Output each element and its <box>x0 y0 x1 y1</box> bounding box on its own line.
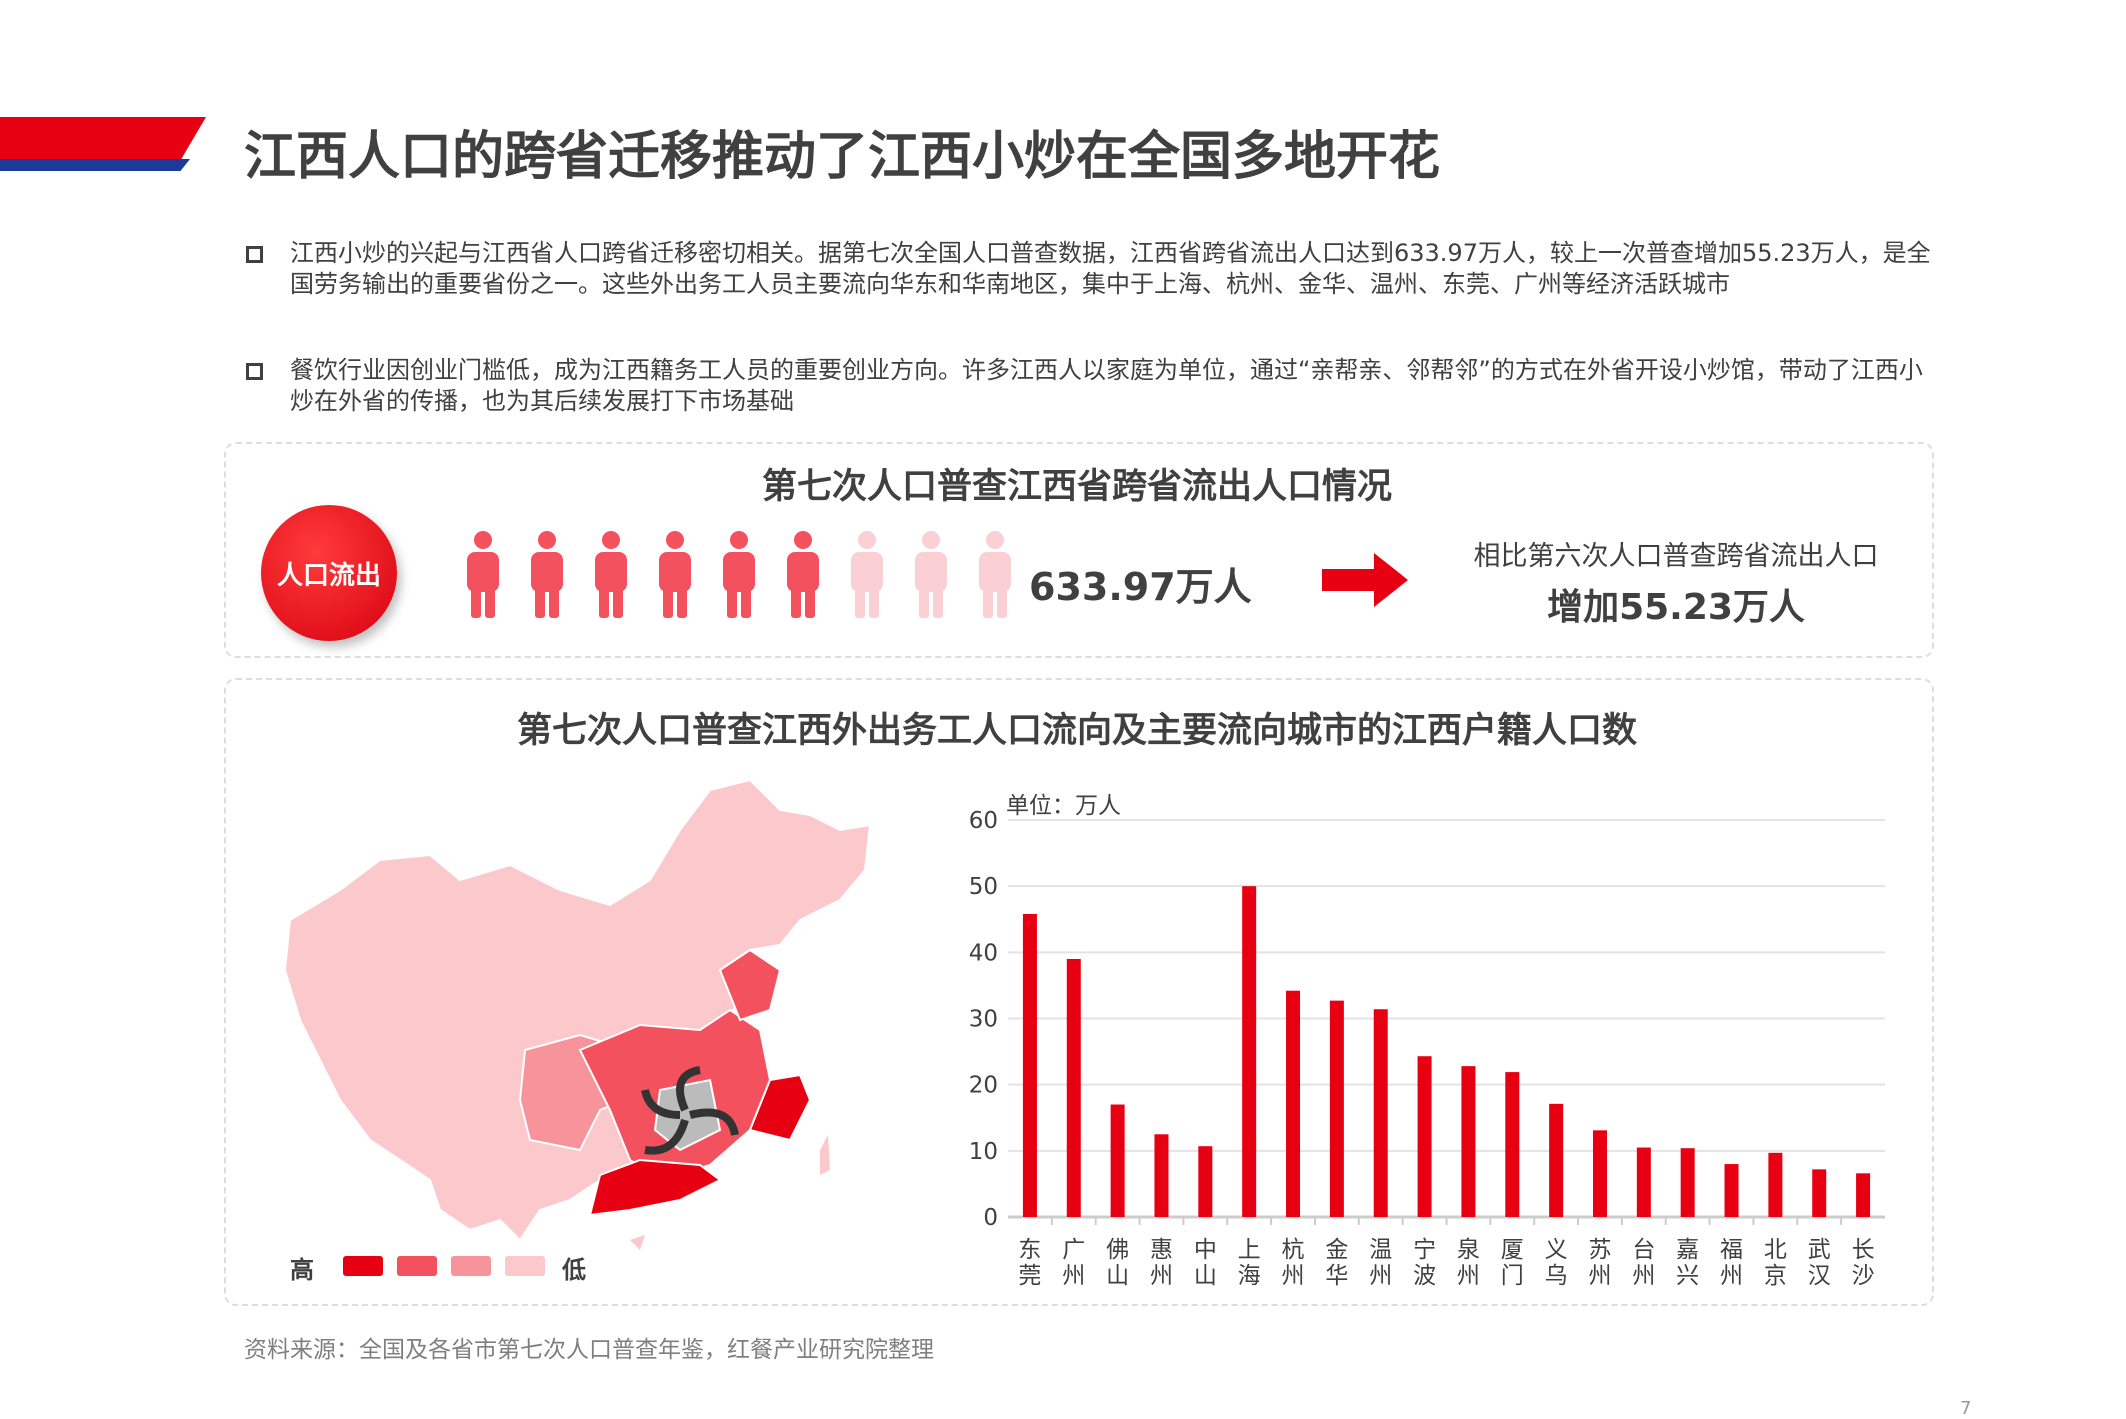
map-region-light <box>283 778 872 1242</box>
x-tick-label: 宁波 <box>1413 1237 1436 1289</box>
bullet-2: 餐饮行业因创业门槛低，成为江西籍务工人员的重要创业方向。许多江西人以家庭为单位，… <box>244 355 1944 417</box>
compare-label: 相比第六次人口普查跨省流出人口 <box>1473 541 1879 572</box>
outflow-title: 第七次人口普查江西省跨省流出人口情况 <box>761 467 1393 507</box>
y-tick-label: 20 <box>969 1073 998 1099</box>
person-icon <box>719 530 759 620</box>
bar <box>1856 1173 1871 1217</box>
legend-swatch <box>505 1256 545 1276</box>
map-region-shandong <box>718 948 782 1022</box>
x-tick-label: 广州 <box>1062 1237 1085 1289</box>
bullet-square-icon <box>246 363 263 380</box>
person-icon <box>847 530 887 620</box>
bar <box>1680 1148 1695 1217</box>
x-tick-label: 上海 <box>1238 1237 1261 1289</box>
x-tick-label: 东莞 <box>1018 1237 1041 1289</box>
legend-swatch <box>451 1256 491 1276</box>
bullet-1: 江西小炒的兴起与江西省人口跨省迁移密切相关。据第七次全国人口普查数据，江西省跨省… <box>244 238 1944 300</box>
header-banner-blue <box>0 159 190 171</box>
y-tick-label: 40 <box>969 940 998 966</box>
china-map <box>283 778 872 1250</box>
destination-title: 第七次人口普查江西外出务工人口流向及主要流向城市的江西户籍人口数 <box>516 711 1638 751</box>
bar <box>1286 990 1301 1217</box>
x-tick-label: 北京 <box>1764 1237 1787 1289</box>
legend-high-label: 高 <box>290 1256 314 1284</box>
map-region-taiwan <box>820 1135 830 1175</box>
person-icon <box>591 530 631 620</box>
person-icon <box>911 530 951 620</box>
bullet-square-icon <box>246 246 263 263</box>
map-region-hainan <box>630 1235 645 1250</box>
x-tick-label: 福州 <box>1720 1237 1743 1289</box>
x-tick-label: 长沙 <box>1852 1237 1875 1289</box>
source-note: 资料来源：全国及各省市第七次人口普查年鉴，红餐产业研究院整理 <box>244 1337 934 1363</box>
y-tick-label: 30 <box>969 1007 998 1033</box>
legend-low-label: 低 <box>562 1256 586 1284</box>
bar <box>1110 1104 1125 1217</box>
bar <box>1505 1072 1520 1217</box>
destination-panel <box>224 678 1934 1306</box>
bar <box>1242 886 1257 1217</box>
header-banner-red <box>0 117 206 159</box>
x-tick-label: 厦门 <box>1501 1237 1524 1289</box>
x-tick-label: 武汉 <box>1808 1237 1831 1289</box>
y-tick-label: 0 <box>983 1205 998 1231</box>
bar <box>1636 1147 1651 1217</box>
bar <box>1768 1152 1783 1217</box>
bar <box>1461 1066 1476 1217</box>
bullet-text: 江西小炒的兴起与江西省人口跨省迁移密切相关。据第七次全国人口普查数据，江西省跨省… <box>290 239 1931 298</box>
outflow-panel <box>224 442 1934 658</box>
x-tick-label: 温州 <box>1369 1237 1392 1289</box>
bar <box>1022 913 1037 1217</box>
person-icon <box>655 530 695 620</box>
arrow-right-icon <box>1322 553 1408 607</box>
bar <box>1812 1169 1827 1217</box>
bullet-text: 餐饮行业因创业门槛低，成为江西籍务工人员的重要创业方向。许多江西人以家庭为单位，… <box>290 356 1923 415</box>
person-icon <box>975 530 1015 620</box>
chart-unit-label: 单位：万人 <box>1006 793 1121 819</box>
outflow-badge: 人口流出 <box>261 505 397 641</box>
bar-chart: 0 10 20 30 40 50 60 东莞广州佛山惠州中山上海杭州金华温州宁波泉州厦门义乌苏… <box>969 808 1885 1289</box>
migration-arrows-icon <box>641 1066 739 1155</box>
x-tick-label: 金华 <box>1325 1237 1348 1289</box>
page-title: 江西人口的跨省迁移推动了江西小炒在全国多地开花 <box>244 127 1441 187</box>
x-tick-label: 苏州 <box>1588 1237 1611 1289</box>
x-tick-label: 杭州 <box>1282 1237 1305 1289</box>
x-tick-label: 惠州 <box>1150 1237 1173 1289</box>
y-tick-label: 60 <box>969 808 998 834</box>
map-region-guangdong <box>588 1158 722 1217</box>
bar <box>1417 1056 1432 1217</box>
y-tick-label: 50 <box>969 874 998 900</box>
person-icon <box>783 530 823 620</box>
outflow-value: 633.97万人 <box>1029 565 1252 609</box>
y-tick-label: 10 <box>969 1139 998 1165</box>
legend-swatch <box>397 1256 437 1276</box>
bar <box>1154 1134 1169 1217</box>
map-region-jiangxi <box>653 1078 722 1152</box>
page-number: 7 <box>1960 1398 1972 1419</box>
bar <box>1549 1103 1564 1217</box>
compare-value: 增加55.23万人 <box>1547 587 1805 628</box>
map-region-zhejiang-fujian <box>748 1073 812 1142</box>
bar <box>1724 1164 1739 1217</box>
bar <box>1198 1146 1213 1217</box>
bar <box>1066 958 1081 1217</box>
legend-swatch <box>343 1256 383 1276</box>
x-tick-label: 台州 <box>1632 1237 1655 1289</box>
x-tick-label: 佛山 <box>1106 1237 1129 1289</box>
person-icon <box>527 530 567 620</box>
bar <box>1329 1000 1344 1217</box>
x-tick-label: 义乌 <box>1545 1237 1568 1289</box>
x-tick-label: 中山 <box>1194 1237 1217 1289</box>
outflow-badge-label: 人口流出 <box>276 560 381 591</box>
x-tick-label: 泉州 <box>1457 1237 1480 1289</box>
bar <box>1592 1130 1607 1217</box>
bar <box>1373 1009 1388 1217</box>
person-icon <box>463 530 503 620</box>
x-tick-label: 嘉兴 <box>1676 1237 1699 1289</box>
